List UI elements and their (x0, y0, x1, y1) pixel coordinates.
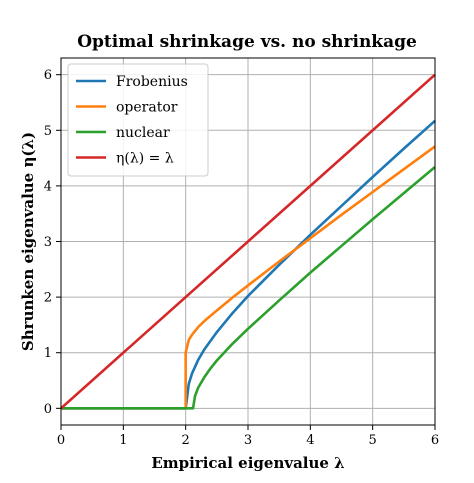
y-tick-label: 5 (44, 124, 52, 139)
x-tick-label: 0 (57, 433, 65, 448)
series-line-3 (60, 73, 436, 410)
legend-label: operator (116, 100, 178, 116)
y-axis-label: Shrunken eigenvalue η(λ) (19, 132, 37, 351)
series-lines (60, 73, 436, 410)
chart-title: Optimal shrinkage vs. no shrinkage (77, 32, 417, 52)
x-tick-label: 5 (369, 433, 377, 448)
y-tick-label: 4 (44, 179, 52, 194)
legend-box (67, 63, 209, 177)
y-tick-label: 0 (44, 402, 52, 417)
x-tick-label: 3 (244, 433, 252, 448)
y-tick-label: 6 (44, 68, 52, 83)
y-tick-label: 3 (44, 235, 52, 250)
x-tick-label: 1 (119, 433, 127, 448)
x-tick-label: 2 (182, 433, 190, 448)
legend-label: η(λ) = λ (116, 151, 174, 167)
y-tick-label: 1 (44, 346, 52, 361)
x-tick-label: 6 (431, 433, 439, 448)
ticks: 0 1 2 3 4 5 6 0 1 2 3 4 5 6 (44, 68, 439, 448)
series-line-2 (61, 165, 436, 410)
x-tick-label: 4 (306, 433, 314, 448)
legend-label: nuclear (116, 125, 170, 141)
legend-label: Frobenius (116, 74, 188, 90)
series-line-1 (61, 145, 436, 410)
series-line-0 (61, 119, 436, 410)
y-tick-label: 2 (44, 291, 52, 306)
x-axis-label: Empirical eigenvalue λ (151, 454, 344, 472)
legend: Frobenius operator nuclear η(λ) = λ (67, 63, 209, 177)
